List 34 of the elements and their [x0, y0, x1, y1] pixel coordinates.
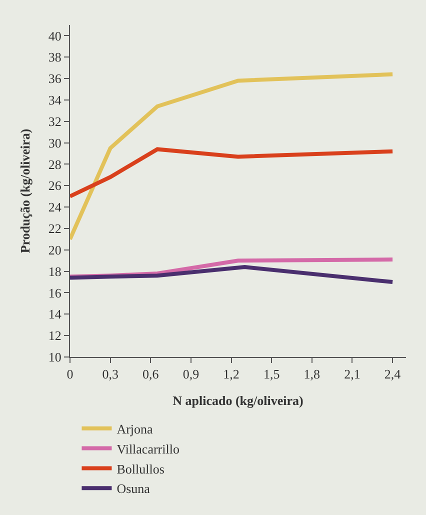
x-tick-label: 0,3: [102, 366, 118, 382]
line-series: [70, 265, 395, 284]
y-tick-label: 34: [48, 92, 62, 108]
x-tick-label: 0: [66, 366, 74, 382]
y-tick-label: 24: [48, 200, 62, 215]
y-tick-label: 26: [48, 178, 62, 194]
y-tick-label: 38: [48, 50, 62, 65]
line-series: [70, 72, 395, 242]
y-tick-label: 10: [48, 350, 62, 365]
x-axis-title: N aplicado (kg/oliveira): [172, 393, 304, 408]
y-tick-label: 16: [48, 285, 62, 300]
x-tick-label: 2,4: [384, 366, 402, 382]
y-axis-title: Produção (kg/oliveira): [17, 128, 32, 254]
x-tick-label: 1,5: [263, 366, 280, 382]
y-tick-label: 30: [48, 135, 62, 150]
y-tick-label: 22: [48, 221, 62, 236]
legend-label: Bollullos: [116, 461, 164, 476]
legend-label: Villacarrillo: [116, 441, 180, 456]
x-tick-label: 0,6: [142, 366, 160, 382]
x-tick-label: 2,1: [344, 366, 360, 382]
legend-label: Osuna: [116, 481, 150, 496]
legend-label: Arjona: [116, 421, 154, 436]
line-series: [70, 147, 395, 198]
y-tick-label: 12: [48, 328, 62, 344]
x-tick-label: 1,8: [304, 366, 320, 382]
y-tick-label: 14: [48, 306, 62, 322]
y-tick-label: 20: [48, 242, 62, 258]
y-tick-label: 32: [48, 114, 62, 129]
x-tick-label: 1,2: [223, 366, 240, 382]
y-tick-label: 40: [48, 28, 62, 44]
x-tick-label: 0,9: [182, 366, 200, 382]
y-tick-label: 18: [48, 264, 62, 279]
y-tick-label: 36: [48, 71, 62, 86]
y-tick-label: 28: [48, 156, 62, 172]
